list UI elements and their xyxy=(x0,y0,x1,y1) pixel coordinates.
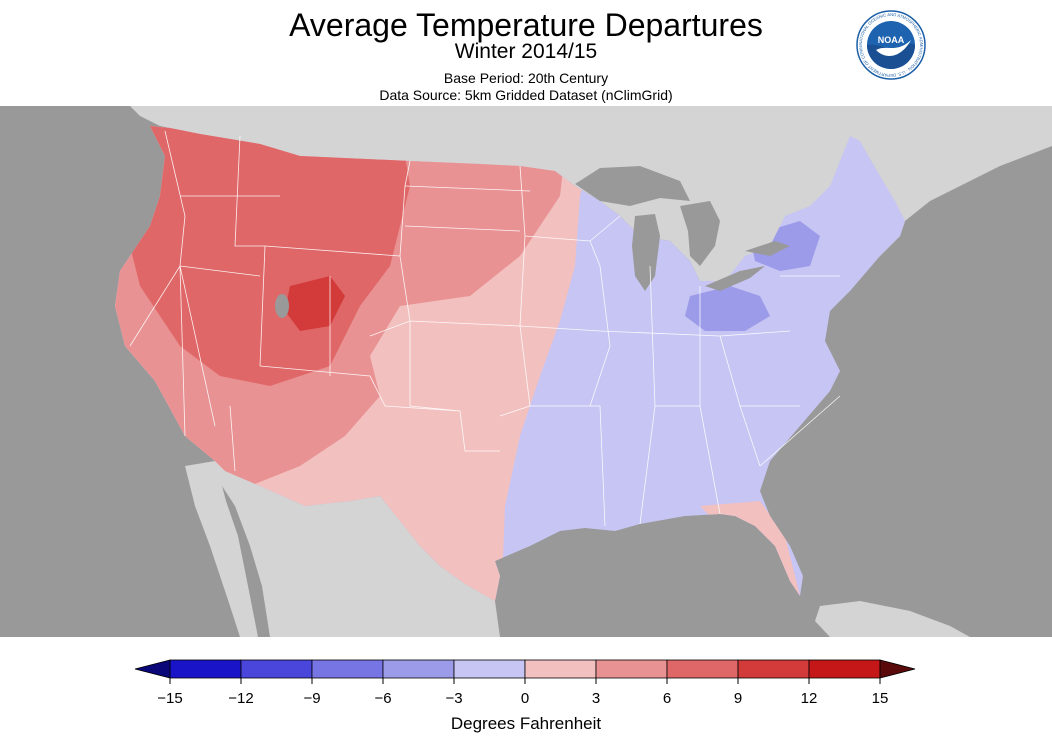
legend-swatch xyxy=(453,659,526,679)
legend-tick-marks xyxy=(169,678,881,684)
legend-swatch xyxy=(382,659,455,679)
map-subtitle: Winter 2014/15 xyxy=(454,40,598,63)
lake-superior xyxy=(575,166,690,206)
legend-color-bar xyxy=(134,659,916,679)
legend-tick-label: 6 xyxy=(662,690,672,707)
base-period-label: Base Period: 20th Century xyxy=(443,70,609,86)
legend-swatch xyxy=(311,659,384,679)
map-title: Average Temperature Departures xyxy=(289,7,763,43)
legend-units-label: Degrees Fahrenheit xyxy=(450,714,602,733)
legend-tick-label: −6 xyxy=(374,690,392,707)
legend-tick-label: −3 xyxy=(445,690,463,707)
legend-swatch xyxy=(524,659,597,679)
legend-tick-label: 9 xyxy=(733,690,743,707)
great-salt-lake xyxy=(275,294,289,318)
legend-tick-label: 0 xyxy=(520,690,530,707)
legend-swatch xyxy=(240,659,313,679)
legend-swatch xyxy=(595,659,668,679)
temperature-departure-map xyxy=(0,106,1052,637)
lake-erie xyxy=(705,266,765,291)
legend-low-extreme-arrow xyxy=(134,659,171,679)
legend-tick-label: 12 xyxy=(800,690,818,707)
lake-michigan xyxy=(632,214,660,291)
noaa-logo: NOAA NATIONAL OCEANIC AND ATMOSPHERIC AD… xyxy=(856,10,926,80)
noaa-logo-text: NOAA xyxy=(878,35,905,45)
legend-swatch xyxy=(666,659,739,679)
legend-high-extreme-arrow xyxy=(879,659,916,679)
legend-tick-label: −15 xyxy=(157,690,183,707)
color-legend xyxy=(134,659,916,684)
state-borders xyxy=(129,130,841,527)
legend-swatch xyxy=(808,659,881,679)
mexico-land xyxy=(185,461,500,637)
legend-swatch xyxy=(737,659,810,679)
gulf-of-california xyxy=(222,486,270,637)
data-source-label: Data Source: 5km Gridded Dataset (nClimG… xyxy=(379,87,673,103)
legend-swatch xyxy=(169,659,242,679)
lake-huron xyxy=(680,201,720,266)
lake-ontario xyxy=(745,241,790,256)
legend-tick-label: −12 xyxy=(228,690,254,707)
legend-tick-label: 15 xyxy=(871,690,889,707)
legend-tick-label: 3 xyxy=(591,690,601,707)
legend-tick-label: −9 xyxy=(303,690,321,707)
cuba-land xyxy=(815,601,970,637)
anomaly-zone-minus-3-6-ohio xyxy=(685,286,770,331)
